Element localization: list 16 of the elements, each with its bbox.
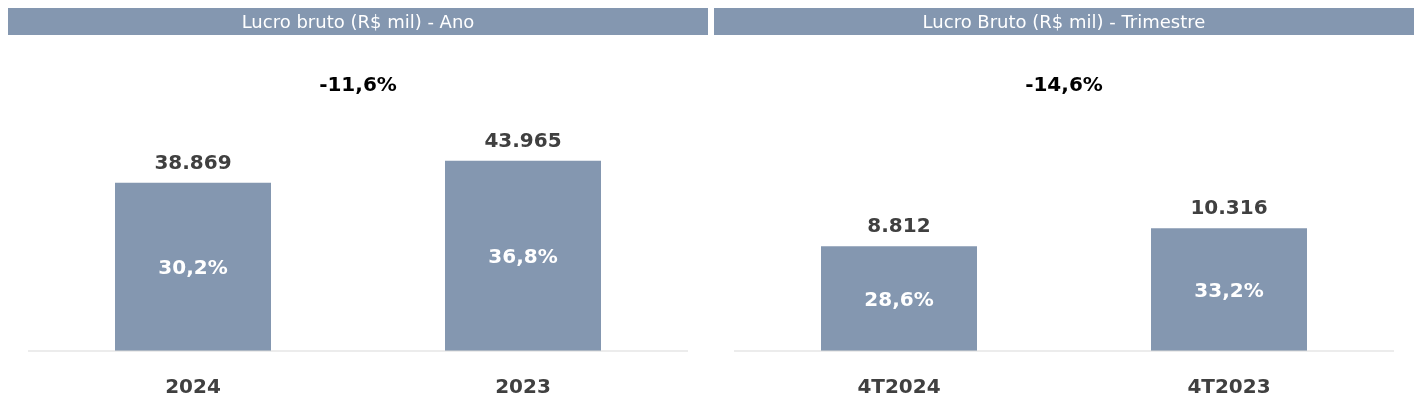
chart-title: Lucro bruto (R$ mil) - Ano [8,8,708,35]
chart-title: Lucro Bruto (R$ mil) - Trimestre [714,8,1414,35]
annotation: 36,8% [488,243,558,268]
x-tick-label: 2023 [495,374,551,399]
text: -14,6% [1024,72,1104,96]
x-tick-label: 2024 [165,374,221,399]
annotation: 28,6% [864,286,934,311]
annotation: 30,2% [158,254,228,279]
x-tick-label: 4T2023 [1187,374,1271,399]
annotation: 33,2% [1194,277,1264,302]
data-label: 10.316 [1190,195,1268,220]
data-label: 43.965 [484,127,562,152]
text: -11,6% [318,72,398,96]
data-label: 8.812 [867,213,931,238]
data-label: 38.869 [154,149,232,174]
x-tick-label: 4T2024 [857,374,941,399]
